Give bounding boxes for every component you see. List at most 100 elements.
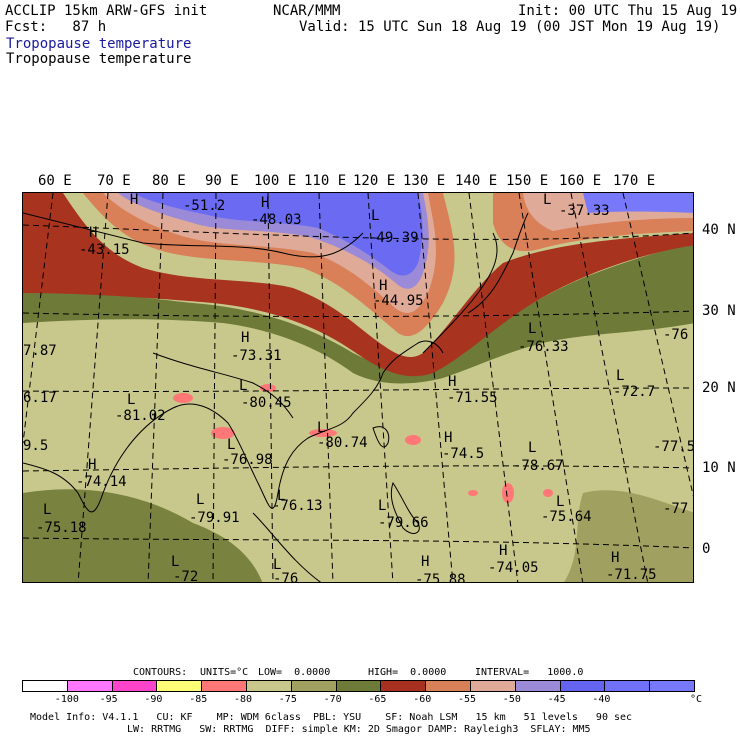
map-label: L [196,492,205,508]
map-label: H [499,543,508,559]
cold-patch [405,435,421,445]
lon-line [23,193,54,444]
contours-label: CONTOURS: [133,667,188,678]
lon-label: 60 E [38,173,72,189]
map-value: -78.67 [513,458,564,474]
colorbar-tick: -65 [368,694,387,705]
colorbar-swatch [22,680,68,692]
map-label: L [371,208,380,224]
forecast-hour: Fcst: 87 h [5,19,107,35]
map-label: L [43,502,52,518]
colorbar-unit: °C [690,694,703,705]
map-label: L [543,192,552,208]
colorbar-swatch [111,680,158,692]
map-label: L [171,554,180,570]
cold-patch [309,429,337,437]
pressure-type: H [129,192,139,208]
model-title: ACCLIP 15km ARW-GFS init [5,3,208,19]
lat-label: 30 N [702,303,736,319]
field-title-primary: Tropopause temperature [6,36,192,52]
map-value: -71.75 [606,567,657,583]
valid-time: Valid: 15 UTC Sun 18 Aug 19 (00 JST Mon … [299,19,721,35]
coastline-malaysia [252,512,322,582]
lon-label: 170 E [613,173,656,189]
lon-line [367,193,394,582]
colorbar-swatch [380,680,427,692]
lon-line [417,193,454,582]
contours-units: UNITS=°C [200,667,249,678]
map-label: H [444,430,453,446]
colorbar-tick: -80 [234,694,253,705]
map-value: -72.7 [613,384,656,400]
map-label: L [227,437,236,453]
center-label: NCAR/MMM [273,3,341,19]
lat-line [23,310,693,318]
map-value: -37.33 [559,203,610,219]
contours-low: LOW= 0.0000 [258,667,331,678]
fill-band--65-west [23,193,68,288]
lon-line [77,193,109,582]
map-label: L [317,420,326,436]
colorbar-tick: -90 [144,694,163,705]
map-value: -80.74 [317,435,368,451]
cold-patch [543,489,553,497]
lon-line [147,193,164,582]
cold-patch [468,490,478,496]
map-value: -76.13 [272,498,323,514]
map-label: H [421,554,430,570]
map-label: H [448,374,457,390]
map-label: H [89,225,98,241]
edge-value: 7.87 [23,343,57,359]
map-label: L [556,494,565,510]
lon-label: 90 E [205,173,239,189]
lon-label: 120 E [353,173,396,189]
map-value: -49.39 [368,230,419,246]
edge-value: -76 [663,327,689,343]
coastline-philippines [390,481,420,534]
lon-line [468,193,519,582]
map-label: L [528,321,537,337]
colorbar-swatch [201,680,247,692]
fill-band--70 [23,243,693,384]
map-label: H [88,457,97,473]
colorbar-swatch [290,680,337,692]
colorbar-swatch [514,680,561,692]
colorbar-swatch [470,680,516,692]
map-label: L [239,378,248,394]
map-value: -74.5 [442,446,485,462]
map-value: -80.45 [241,395,292,411]
colorbar-tick: -50 [502,694,521,705]
lon-line [518,193,584,582]
border-south-asia [152,352,294,419]
lon-label: 70 E [97,173,131,189]
map-value: -76.98 [222,452,273,468]
colorbar-tick: -85 [189,694,208,705]
cold-patch [173,393,193,403]
lon-line [318,193,334,582]
fill-band--40-east [583,193,693,213]
colorbar-tick: -75 [278,694,297,705]
map-value: -75.18 [36,520,87,536]
lon-line [570,193,649,582]
map-fill-layers [23,193,693,582]
map-value: -51.2 [183,198,226,214]
lon-label: 130 E [403,173,446,189]
field-title-secondary: Tropopause temperature [6,51,192,67]
map-value: -74.05 [488,560,539,576]
edge-value: -77.5 [653,439,694,455]
map-value: -44.95 [373,293,424,309]
colorbar-tick: -45 [547,694,566,705]
map-value: -73.31 [231,348,282,364]
lon-label: 100 E [254,173,297,189]
coastline-taiwan [372,426,390,448]
colorbar-tick: -40 [592,694,611,705]
colorbar-tick: -100 [54,694,79,705]
tropopause-temperature-map: H -51.2 H -48.03 L -49.39 H -43.15 H -44… [22,192,694,583]
lon-label: 150 E [506,173,549,189]
contours-high: HIGH= 0.0000 [368,667,447,678]
colorbar-tick: -95 [99,694,118,705]
map-label: L [528,440,537,456]
map-label: L [273,557,282,573]
map-value: -71.55 [447,390,498,406]
init-time: Init: 00 UTC Thu 15 Aug 19 [518,3,738,19]
